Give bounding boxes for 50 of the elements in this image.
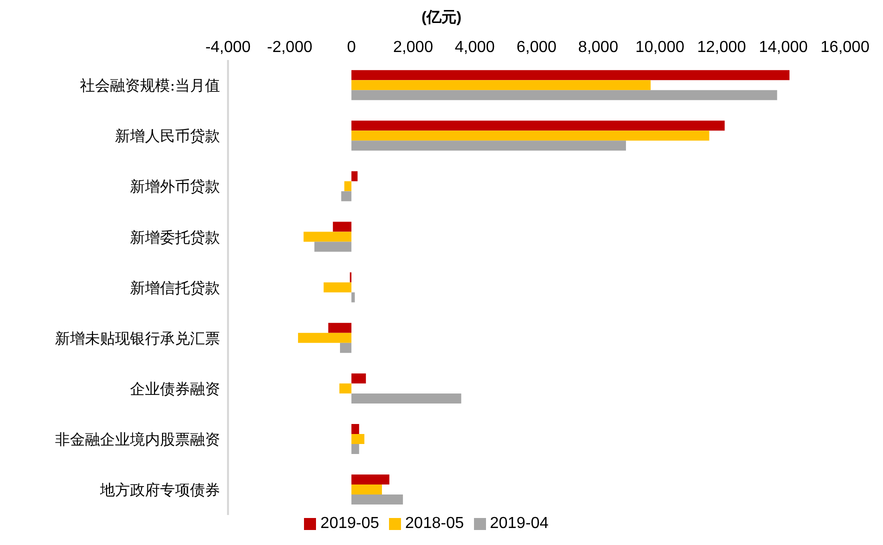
- bar: [351, 80, 651, 90]
- bar: [351, 171, 358, 182]
- legend-label: 2019-04: [490, 515, 549, 532]
- bar: [351, 474, 390, 485]
- x-tick-label: 10,000: [635, 39, 684, 56]
- x-tick-label: 0: [346, 39, 356, 56]
- y-tick-label: 新增信托贷款: [130, 278, 220, 297]
- y-tick-label: 新增外币贷款: [130, 178, 220, 196]
- bar: [304, 232, 352, 242]
- bar: [351, 494, 403, 505]
- legend-label: 2018-05: [405, 515, 464, 532]
- x-tick-label: 4,000: [454, 39, 495, 56]
- bar: [351, 90, 778, 100]
- y-tick-label: 地方政府专项债券: [99, 481, 220, 500]
- bar: [328, 322, 352, 333]
- y-tick-label: 非金融企业境内股票融资: [55, 430, 220, 448]
- bar: [351, 292, 355, 302]
- x-tick-label: 14,000: [758, 39, 808, 56]
- bar: [314, 242, 352, 252]
- y-tick-label: 企业债券融资: [130, 380, 220, 398]
- x-tick-label: 8,000: [578, 39, 618, 56]
- bar: [351, 484, 382, 495]
- bar: [351, 434, 364, 444]
- bar: [351, 393, 462, 404]
- bar: [351, 70, 790, 80]
- y-tick-label: 新增委托贷款: [130, 228, 220, 246]
- x-tick-label: 12,000: [697, 39, 746, 56]
- bar: [351, 373, 366, 384]
- y-tick-label: 社会融资规模:当月值: [80, 76, 220, 95]
- bar: [351, 130, 710, 141]
- bar: [351, 444, 360, 454]
- x-tick-label: -2,000: [267, 39, 312, 56]
- x-tick-label: 16,000: [820, 39, 870, 56]
- bar: [351, 140, 626, 151]
- bar: [344, 181, 352, 192]
- bar: [340, 342, 352, 353]
- y-tick-label: 新增未贴现银行承兑汇票: [55, 329, 220, 348]
- bar: [332, 222, 352, 232]
- bar: [351, 424, 360, 434]
- x-tick-label: -4,000: [205, 39, 251, 56]
- x-tick-label: 6,000: [516, 39, 557, 56]
- bar: [351, 120, 725, 131]
- legend-label: 2019-05: [320, 515, 380, 532]
- bar: [324, 282, 352, 292]
- bar: [339, 383, 352, 394]
- y-tick-label: 新增人民币贷款: [115, 127, 220, 146]
- bar: [341, 191, 352, 202]
- bar: [298, 332, 352, 343]
- x-tick-label: 2,000: [393, 39, 434, 56]
- x-axis-title: (亿元): [420, 8, 462, 27]
